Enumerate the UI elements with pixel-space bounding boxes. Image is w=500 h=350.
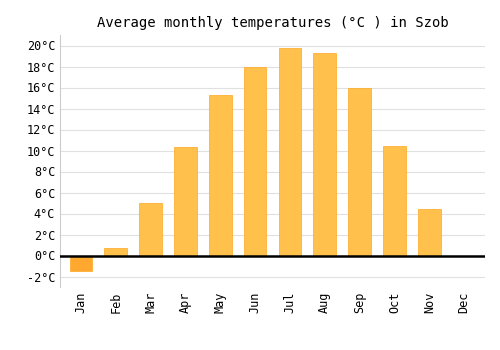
Bar — [278, 48, 301, 255]
Bar — [383, 146, 406, 256]
Bar — [104, 248, 127, 255]
Title: Average monthly temperatures (°C ) in Szob: Average monthly temperatures (°C ) in Sz… — [96, 16, 448, 30]
Bar — [174, 147, 197, 256]
Bar — [209, 95, 232, 256]
Bar — [244, 66, 266, 256]
Bar — [418, 209, 440, 256]
Bar — [314, 53, 336, 255]
Bar — [140, 203, 162, 256]
Bar — [348, 88, 371, 256]
Bar — [70, 256, 92, 271]
